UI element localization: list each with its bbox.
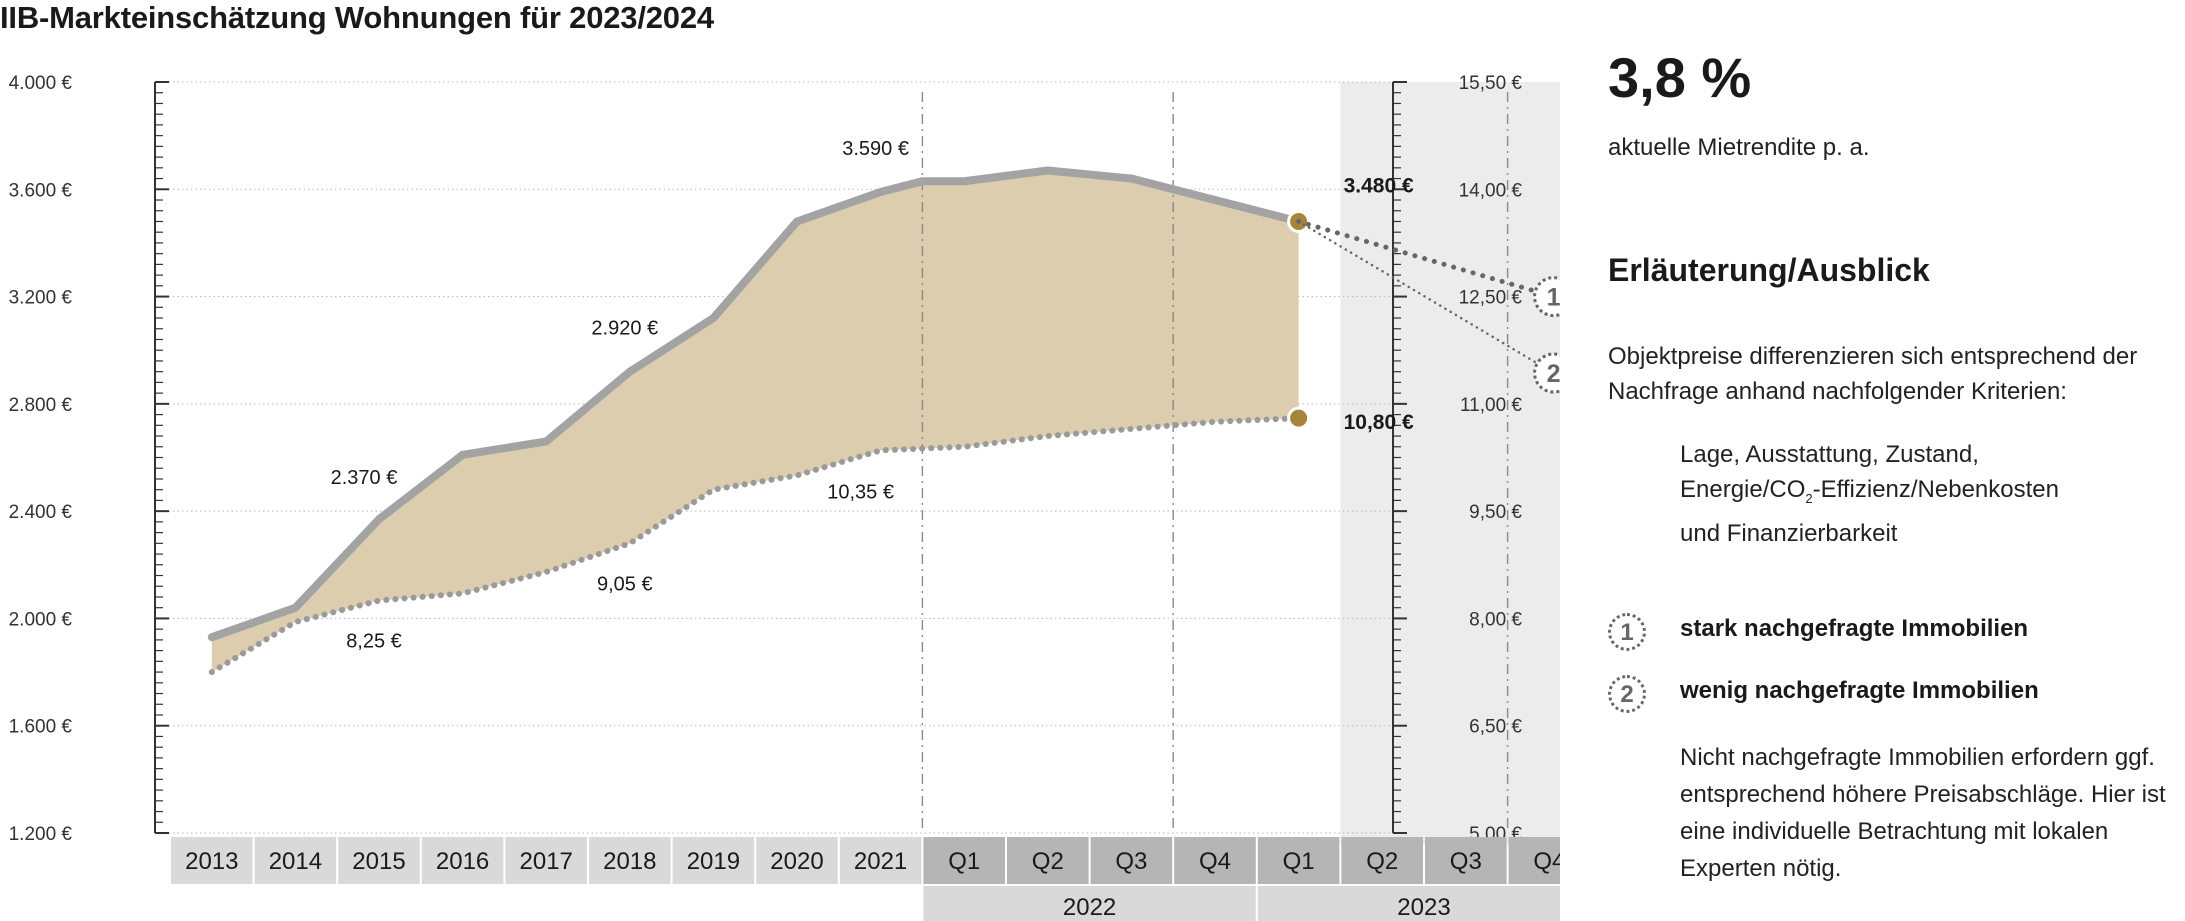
y-left-tick-label: 3.200 € [9, 288, 73, 309]
price-series-line [207, 166, 1303, 642]
x-tick-label: Q2 [1032, 848, 1064, 875]
x-tick-label: Q4 [1199, 848, 1231, 875]
area-fill [211, 170, 1299, 673]
y-left-tick-label: 2.000 € [9, 609, 73, 630]
rent-end-marker [1287, 406, 1311, 430]
x-tick-label: 2016 [436, 848, 489, 875]
x-tick-label: 2021 [854, 848, 907, 875]
x-label-cell [254, 837, 337, 884]
y-right-tick-label: 14,00 € [1459, 180, 1523, 201]
data-label: 2.920 € [591, 318, 658, 340]
y-right-tick-label: 8,00 € [1469, 609, 1522, 630]
marker-2-badge: 2 [1608, 674, 1646, 713]
x-label-cell [1257, 837, 1340, 884]
data-label: 2.370 € [331, 467, 398, 489]
y-right-tick-label: 9,50 € [1469, 502, 1522, 523]
y-right-tick-label: 11,00 € [1460, 395, 1522, 416]
data-label: 9,05 € [597, 573, 653, 595]
x-tick-label: 2013 [185, 848, 238, 875]
x-label-cell [1174, 837, 1256, 884]
x-tick-label: 2018 [603, 848, 656, 875]
x-label-cell [505, 837, 587, 884]
series-lines [207, 166, 1311, 676]
criteria-line-1: Lage, Ausstattung, Zustand, [1680, 441, 1979, 468]
legend-label-1: stark nachgefragte Immobilien [1680, 614, 2029, 642]
y-left-tick-label: 2.400 € [9, 502, 73, 523]
outlook-paragraph: Objektpreise differenzieren sich entspre… [1608, 343, 2138, 405]
forecast-line-1 [1296, 218, 1557, 300]
x-tick-label: Q1 [1283, 848, 1315, 875]
x-group-cell [1257, 886, 1560, 921]
x-group-cell [923, 886, 1256, 921]
y-left-tick-label: 3.600 € [9, 180, 73, 201]
legend-label-2: wenig nachgefragte Immobilien [1680, 676, 2039, 704]
forecast-marker-label-2: 2 [1547, 360, 1560, 388]
marker-1-badge: 1 [1608, 612, 1646, 651]
rent-yield-label: aktuelle Mietrendite p. a. [1608, 134, 1870, 161]
rent-series-line [208, 415, 1302, 676]
forecast-marker-label-1: 1 [1547, 284, 1560, 312]
x-tick-label: Q1 [948, 848, 980, 875]
rent-yield-value: 3,8 % [1608, 46, 1752, 109]
forecast-line-2 [1297, 220, 1555, 375]
y-left-tick-label: 4.000 € [9, 73, 73, 94]
x-label-cell [756, 837, 838, 884]
x-tick-label: 2020 [770, 848, 823, 875]
x-label-cell [839, 837, 922, 884]
forecast-marker-1 [1533, 276, 1560, 318]
x-tick-label: 2019 [687, 848, 740, 875]
x-tick-label: Q3 [1115, 848, 1147, 875]
chart: 4.000 € 3.600 € 3.200 € 2.800 € 2.400 € 2.000… [9, 73, 1560, 921]
forecast-lines: 12 [1296, 218, 1560, 394]
x-label-cell [171, 837, 253, 884]
legend: 1 stark nachgefragte Immobilien 2 wenig … [1608, 612, 2168, 717]
forecast-marker-2 [1533, 352, 1560, 394]
outlook-heading: Erläuterung/Ausblick [1608, 252, 1930, 288]
y-left-tick-label: 1.600 € [9, 717, 73, 738]
annotations: 2.370 € 2.920 € 3.590 € 3.480 € 8,25 € 9,05 €… [331, 138, 1414, 653]
y-right-tick-label: 15,50 € [1459, 73, 1523, 94]
y-right-tick-label: 12,50 € [1459, 288, 1523, 309]
data-label: 10,80 € [1344, 411, 1414, 434]
y-right-tick-label: 6,50 € [1469, 717, 1522, 738]
x-label-cell [338, 837, 420, 884]
note-text: Nicht nachgefragte Immobilien erfordern … [1680, 743, 2166, 882]
data-label: 8,25 € [346, 631, 402, 653]
criteria-list: Lage, Ausstattung, Zustand, Energie/CO2-… [1680, 437, 2168, 551]
data-label: 10,35 € [827, 481, 894, 503]
criteria-line-3: und Finanzierbarkeit [1680, 519, 1898, 547]
x-axis-labels: 2013 2014 2015 2016 2017 2018 2019 2020 2021 Q1 Q2… [171, 837, 1560, 921]
chart-title: IIB-Markteinschätzung Wohnungen für 2023… [0, 0, 714, 35]
x-tick-label: 2014 [269, 848, 322, 875]
axes: 4.000 € 3.600 € 3.200 € 2.800 € 2.400 € 2.000… [9, 73, 1523, 845]
forecast-band-rect [1340, 82, 1560, 845]
x-label-cell [1007, 837, 1089, 884]
area-between-series [211, 170, 1299, 673]
x-label-cell [421, 837, 504, 884]
legend-item-1: 1 stark nachgefragte Immobilien [1608, 612, 2168, 655]
x-label-cell [1090, 837, 1173, 884]
x-group-label: 2023 [1397, 894, 1450, 921]
y-left-tick-label: 1.200 € [9, 824, 73, 845]
x-tick-label: Q4 [1533, 848, 1560, 875]
legend-item-2: 2 wenig nachgefragte Immobilien [1608, 674, 2168, 717]
x-label-cell [1341, 837, 1423, 884]
forecast-band [1340, 82, 1560, 845]
x-tick-label: 2017 [520, 848, 573, 875]
x-tick-label: 2015 [352, 848, 405, 875]
data-label: 3.590 € [842, 138, 909, 160]
x-label-cell [1425, 837, 1507, 884]
x-label-cell [923, 837, 1005, 884]
x-label-cell [672, 837, 755, 884]
x-label-cell [589, 837, 671, 884]
x-label-cell [1508, 837, 1560, 884]
y-left-tick-label: 2.800 € [9, 395, 73, 416]
data-label: 3.480 € [1344, 174, 1414, 197]
x-tick-label: Q2 [1366, 848, 1398, 875]
x-tick-label: Q3 [1450, 848, 1482, 875]
criteria-line-2: Energie/CO2-Effizienz/Nebenkosten [1680, 476, 2059, 506]
side-panel: 3,8 % aktuelle Mietrendite p. a. Erläute… [1608, 50, 2168, 887]
quarter-dividers [921, 92, 1509, 833]
x-group-label: 2022 [1063, 894, 1116, 921]
